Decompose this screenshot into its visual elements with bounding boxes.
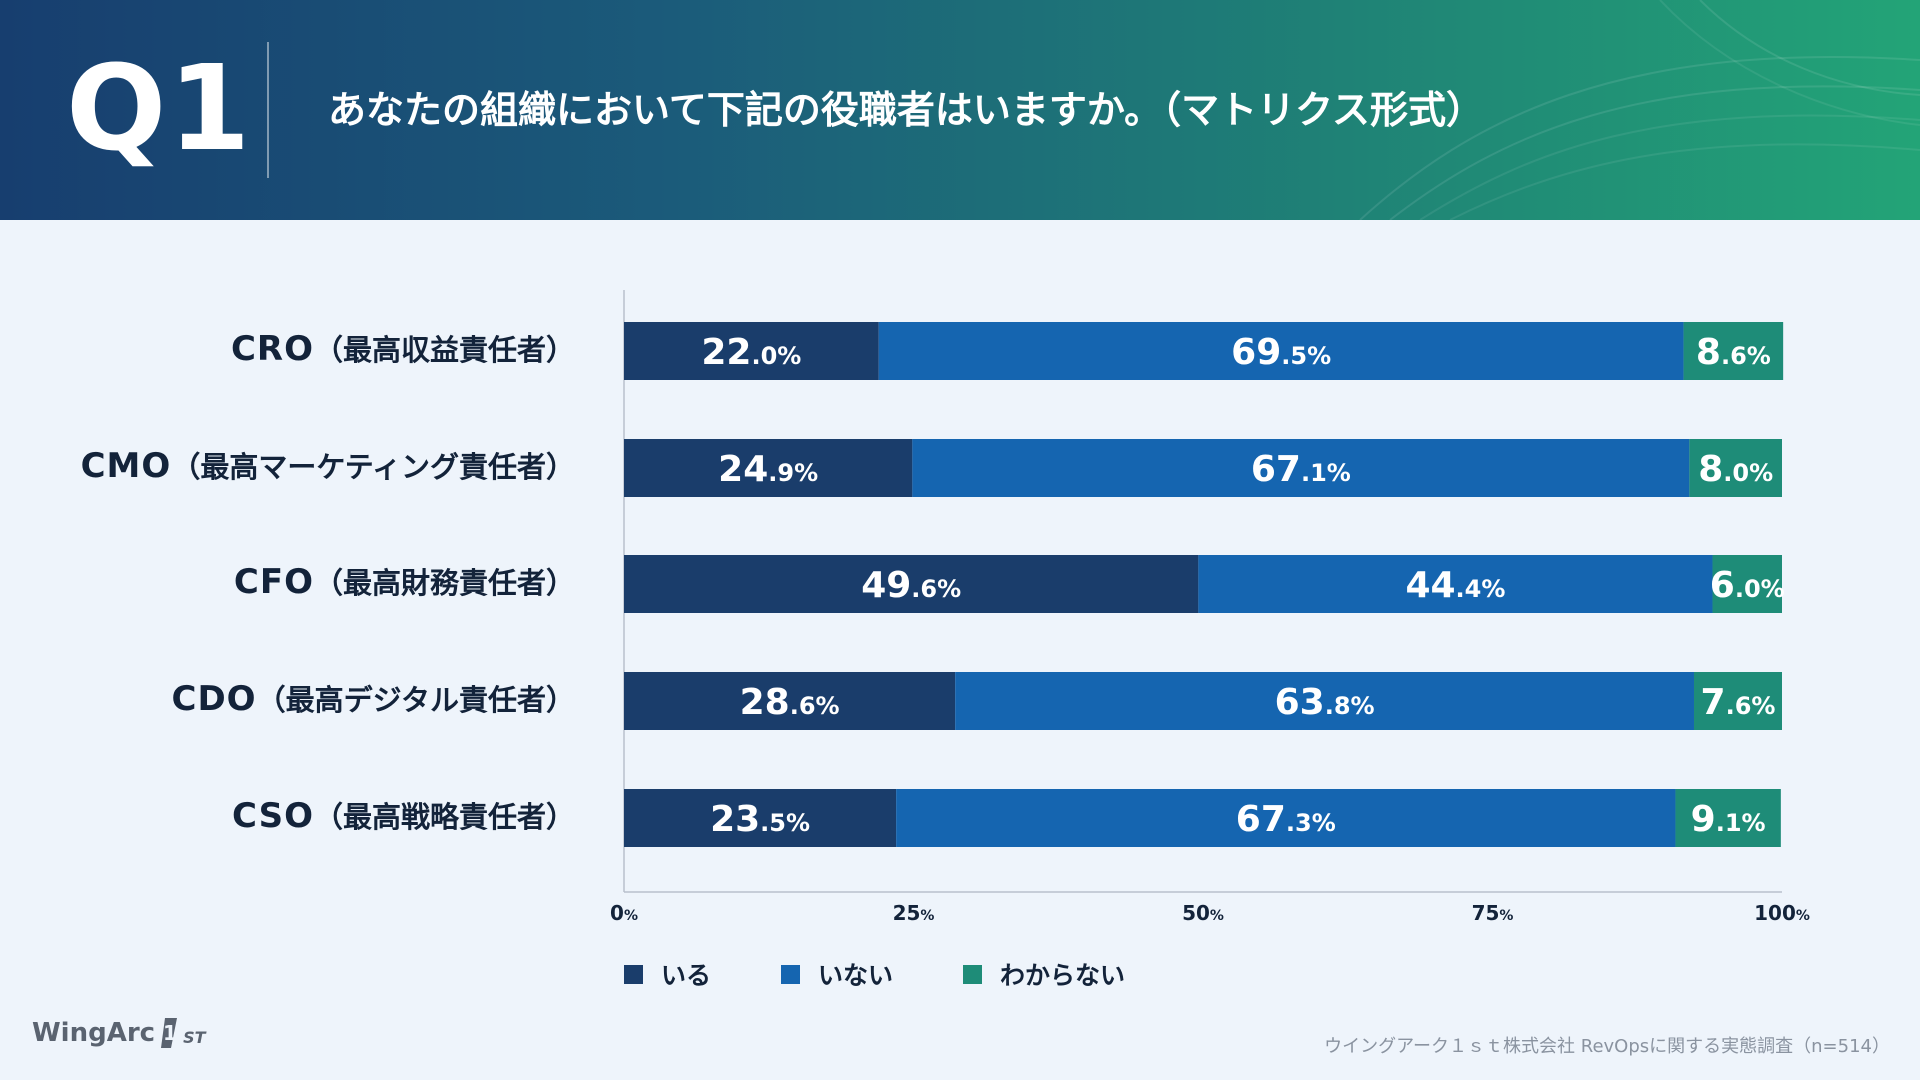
header-banner: Q1 あなたの組織において下記の役職者はいますか。（マトリクス形式） (0, 0, 1920, 220)
value-label: 44.4% (1405, 565, 1505, 606)
header-wave-decoration (1359, 0, 1920, 220)
row-label-cro: CRO（最高収益責任者） (231, 329, 575, 370)
value-label: 8.6% (1696, 332, 1771, 373)
value-label: 8.0% (1698, 449, 1773, 490)
logo-text: WingArc (32, 1018, 156, 1048)
row-label-abbr: CMO (80, 446, 172, 486)
x-tick-label: 100% (1754, 901, 1810, 925)
row-label-cdo: CDO（最高デジタル責任者） (172, 679, 576, 720)
legend-item-wakaranai: わからない (963, 956, 1125, 992)
question-number: Q1 (66, 39, 253, 177)
wingarc-logo: WingArc 1 ST (32, 1016, 206, 1050)
bar-cdo-series-2 (1693, 672, 1782, 730)
value-label: 63.8% (1275, 682, 1375, 723)
row-label-full: （最高収益責任者） (313, 333, 575, 367)
row-label-abbr: CRO (230, 329, 314, 369)
logo-mark: 1 (159, 1016, 181, 1050)
bar-cso-series-0 (624, 789, 897, 847)
logo-one-icon: 1 (161, 1018, 178, 1048)
row-label-full: （最高マーケティング責任者） (171, 450, 575, 484)
bar-cfo-series-0 (624, 555, 1199, 613)
row-label-full: （最高デジタル責任者） (256, 683, 575, 717)
legend-swatch-iru (624, 964, 643, 984)
value-label: 67.1% (1251, 449, 1351, 490)
legend-item-inai: いない (781, 956, 893, 992)
row-label-cfo: CFO（最高財務責任者） (234, 562, 575, 603)
question-title: あなたの組織において下記の役職者はいますか。（マトリクス形式） (328, 88, 1484, 132)
logo-one-text: 1 (163, 1021, 177, 1045)
row-label-cso: CSO（最高戦略責任者） (232, 796, 575, 837)
bar-cfo-series-2 (1712, 555, 1782, 613)
header-divider (267, 42, 269, 178)
x-tick-label: 75% (1472, 901, 1514, 925)
bar-cmo-series-2 (1689, 439, 1782, 497)
bar-cro-series-2 (1683, 322, 1784, 380)
value-label: 23.5% (710, 799, 810, 840)
legend-label-wakaranai: わからない (1000, 961, 1126, 990)
x-tick-label: 0% (610, 901, 638, 925)
row-label-abbr: CSO (232, 796, 314, 836)
chart-legend: いる いない わからない (624, 956, 1195, 992)
value-label: 24.9% (718, 449, 818, 490)
value-label: 6.0% (1710, 565, 1785, 606)
bar-cdo-series-0 (624, 672, 956, 730)
stacked-bar-chart: 22.0% 69.5% 8.6% 24.9% 67.1% 8.0% 49.6% 44.4% 6.… (610, 290, 1810, 925)
bar-cro-series-0 (624, 322, 879, 380)
row-label-full: （最高財務責任者） (313, 566, 575, 600)
value-label: 67.3% (1236, 799, 1336, 840)
bar-cro-series-1 (878, 322, 1684, 380)
legend-swatch-wakaranai (963, 964, 983, 984)
bar-cmo-series-0 (624, 439, 913, 497)
legend-label-iru: いる (661, 961, 712, 990)
legend-label-inai: いない (818, 961, 894, 990)
bar-cmo-series-1 (912, 439, 1690, 497)
row-label-abbr: CFO (233, 562, 314, 602)
bar-cso-series-2 (1675, 789, 1781, 847)
row-label-cmo: CMO（最高マーケティング責任者） (81, 446, 575, 487)
value-label: 9.1% (1691, 799, 1766, 840)
row-label-full: （最高戦略責任者） (313, 800, 575, 834)
x-tick-label: 25% (893, 901, 935, 925)
legend-swatch-inai (781, 964, 801, 984)
value-label: 28.6% (740, 682, 840, 723)
legend-item-iru: いる (624, 956, 711, 992)
value-label: 7.6% (1701, 682, 1776, 723)
logo-sub: ST (183, 1027, 206, 1047)
source-note: ウイングアーク１ｓｔ株式会社 RevOpsに関する実態調査（n=514） (1324, 1036, 1890, 1057)
bar-cso-series-1 (896, 789, 1676, 847)
value-label: 69.5% (1231, 332, 1331, 373)
bar-cdo-series-1 (955, 672, 1694, 730)
row-label-abbr: CDO (171, 679, 257, 719)
value-label: 49.6% (861, 565, 961, 606)
value-label: 22.0% (701, 332, 801, 373)
x-tick-label: 50% (1182, 901, 1224, 925)
bar-cfo-series-1 (1198, 555, 1713, 613)
